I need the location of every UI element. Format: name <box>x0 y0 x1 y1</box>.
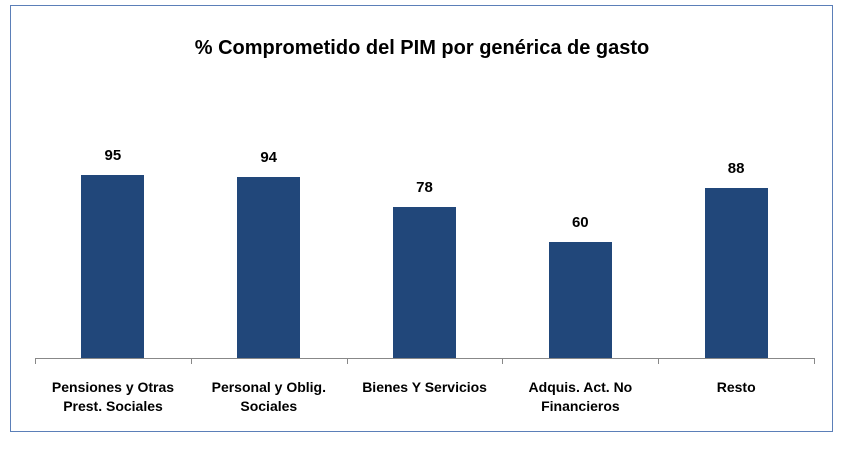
data-label: 60 <box>571 214 589 232</box>
x-tick-label: Adquis. Act. No Financieros <box>528 379 633 414</box>
bar <box>81 174 145 358</box>
x-tick-label: Personal y Oblig. Sociales <box>211 379 326 414</box>
x-tick <box>190 358 192 364</box>
bar <box>704 188 768 358</box>
x-tick-label: Pensiones y Otras Prest. Sociales <box>51 379 175 414</box>
x-tick <box>814 358 815 364</box>
x-axis <box>35 358 814 359</box>
x-tick-label: Resto <box>716 379 756 395</box>
bar <box>237 176 301 358</box>
chart-frame <box>10 5 833 432</box>
x-tick <box>658 358 660 364</box>
data-label: 88 <box>727 160 745 178</box>
bar <box>548 242 612 358</box>
x-tick-label: Bienes Y Servicios <box>362 379 487 395</box>
x-tick <box>35 358 36 364</box>
data-label: 95 <box>104 146 122 164</box>
data-label: 78 <box>416 179 433 197</box>
chart-title: % Comprometido del PIM por genérica de g… <box>194 37 650 59</box>
bar <box>393 207 456 358</box>
plot-area: 95 94 78 60 88 <box>35 100 814 358</box>
x-tick <box>502 358 504 364</box>
data-label: 94 <box>260 148 278 166</box>
x-tick <box>346 358 348 364</box>
